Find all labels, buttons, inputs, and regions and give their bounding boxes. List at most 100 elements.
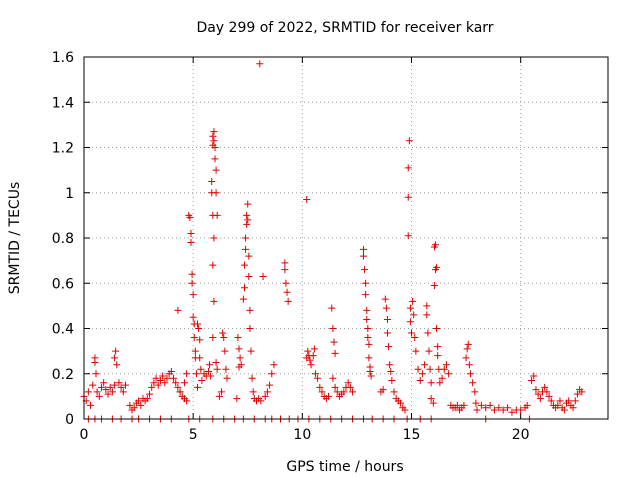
data-point (543, 388, 551, 396)
data-point (486, 401, 494, 409)
data-point (453, 401, 461, 409)
data-point (573, 390, 581, 398)
data-point (397, 399, 405, 407)
data-point (245, 252, 253, 260)
data-point (329, 374, 337, 382)
data-point (215, 392, 223, 400)
data-point (190, 334, 198, 342)
data-point (242, 245, 250, 253)
data-point (210, 128, 218, 136)
data-point (266, 381, 274, 389)
data-point (211, 144, 219, 151)
data-point (424, 329, 432, 337)
data-point (212, 358, 220, 366)
data-point (194, 383, 202, 391)
data-point (183, 370, 191, 378)
data-point (93, 388, 101, 396)
data-point (233, 395, 241, 403)
data-point (495, 404, 503, 412)
data-point (143, 395, 151, 403)
data-point (119, 388, 127, 396)
data-point (433, 325, 441, 332)
data-point (405, 137, 413, 145)
data-point (427, 379, 435, 387)
data-point (359, 245, 367, 253)
x-tick-label: 20 (512, 427, 530, 443)
data-point (330, 338, 338, 346)
data-point (246, 306, 254, 314)
data-point (89, 381, 97, 389)
data-point (416, 377, 424, 385)
data-point (436, 379, 444, 387)
data-point (423, 311, 431, 319)
y-tick-label: 1.2 (52, 141, 74, 157)
data-point (530, 372, 538, 380)
data-point (240, 261, 248, 269)
data-point (331, 349, 339, 357)
data-point (465, 361, 473, 369)
data-point (115, 379, 123, 387)
data-point (366, 367, 374, 375)
data-point (460, 401, 468, 409)
data-point (212, 166, 220, 174)
data-point (346, 383, 354, 391)
data-point (565, 397, 573, 405)
data-point (408, 329, 415, 337)
data-point (472, 399, 480, 407)
y-tick-label: 0.4 (52, 322, 74, 338)
data-point (108, 388, 116, 396)
data-point (187, 229, 195, 237)
y-tick-label: 0.6 (52, 276, 74, 292)
data-point (206, 361, 214, 369)
data-point (247, 347, 255, 355)
data-point (154, 381, 162, 389)
axis-ticks: 0 0.2 0.4 0.6 0.8 1 1.2 1.4 1.6 0 5 10 15 20 (52, 50, 608, 443)
data-point (102, 386, 110, 394)
data-point (349, 388, 357, 396)
data-point (263, 388, 271, 396)
data-point (571, 397, 579, 405)
data-point (146, 390, 153, 398)
data-point (243, 211, 251, 219)
data-point (328, 304, 336, 312)
data-point (183, 397, 191, 405)
data-point (198, 377, 206, 385)
data-point (367, 372, 375, 380)
data-point (309, 352, 317, 360)
data-point (362, 279, 370, 287)
data-point (91, 354, 99, 362)
data-point (404, 193, 412, 201)
data-point (197, 365, 205, 373)
data-point (409, 297, 417, 305)
data-point (221, 347, 229, 355)
x-tick-label: 0 (80, 427, 89, 443)
data-point (556, 397, 564, 405)
data-point (281, 266, 289, 274)
data-point (463, 345, 471, 353)
data-point (213, 365, 221, 373)
y-tick-label: 0 (65, 412, 74, 428)
data-point (218, 388, 226, 396)
data-point (406, 304, 414, 312)
data-point (256, 60, 264, 68)
data-point (244, 200, 252, 208)
data-point (310, 345, 318, 353)
data-point (283, 288, 291, 296)
data-point (240, 284, 248, 292)
data-point (311, 370, 319, 378)
data-point (207, 372, 215, 380)
data-point (236, 354, 244, 362)
data-point (421, 361, 429, 369)
data-point (344, 379, 352, 387)
data-point (385, 343, 393, 351)
data-point (427, 395, 435, 403)
data-point (152, 374, 160, 382)
data-point (383, 329, 391, 337)
data-point (333, 388, 341, 396)
data-point (303, 196, 311, 204)
data-point (430, 282, 438, 290)
data-point (204, 367, 212, 375)
data-point (281, 259, 289, 267)
data-point (382, 304, 390, 312)
y-axis-label: SRMTID / TECUs (7, 182, 23, 295)
